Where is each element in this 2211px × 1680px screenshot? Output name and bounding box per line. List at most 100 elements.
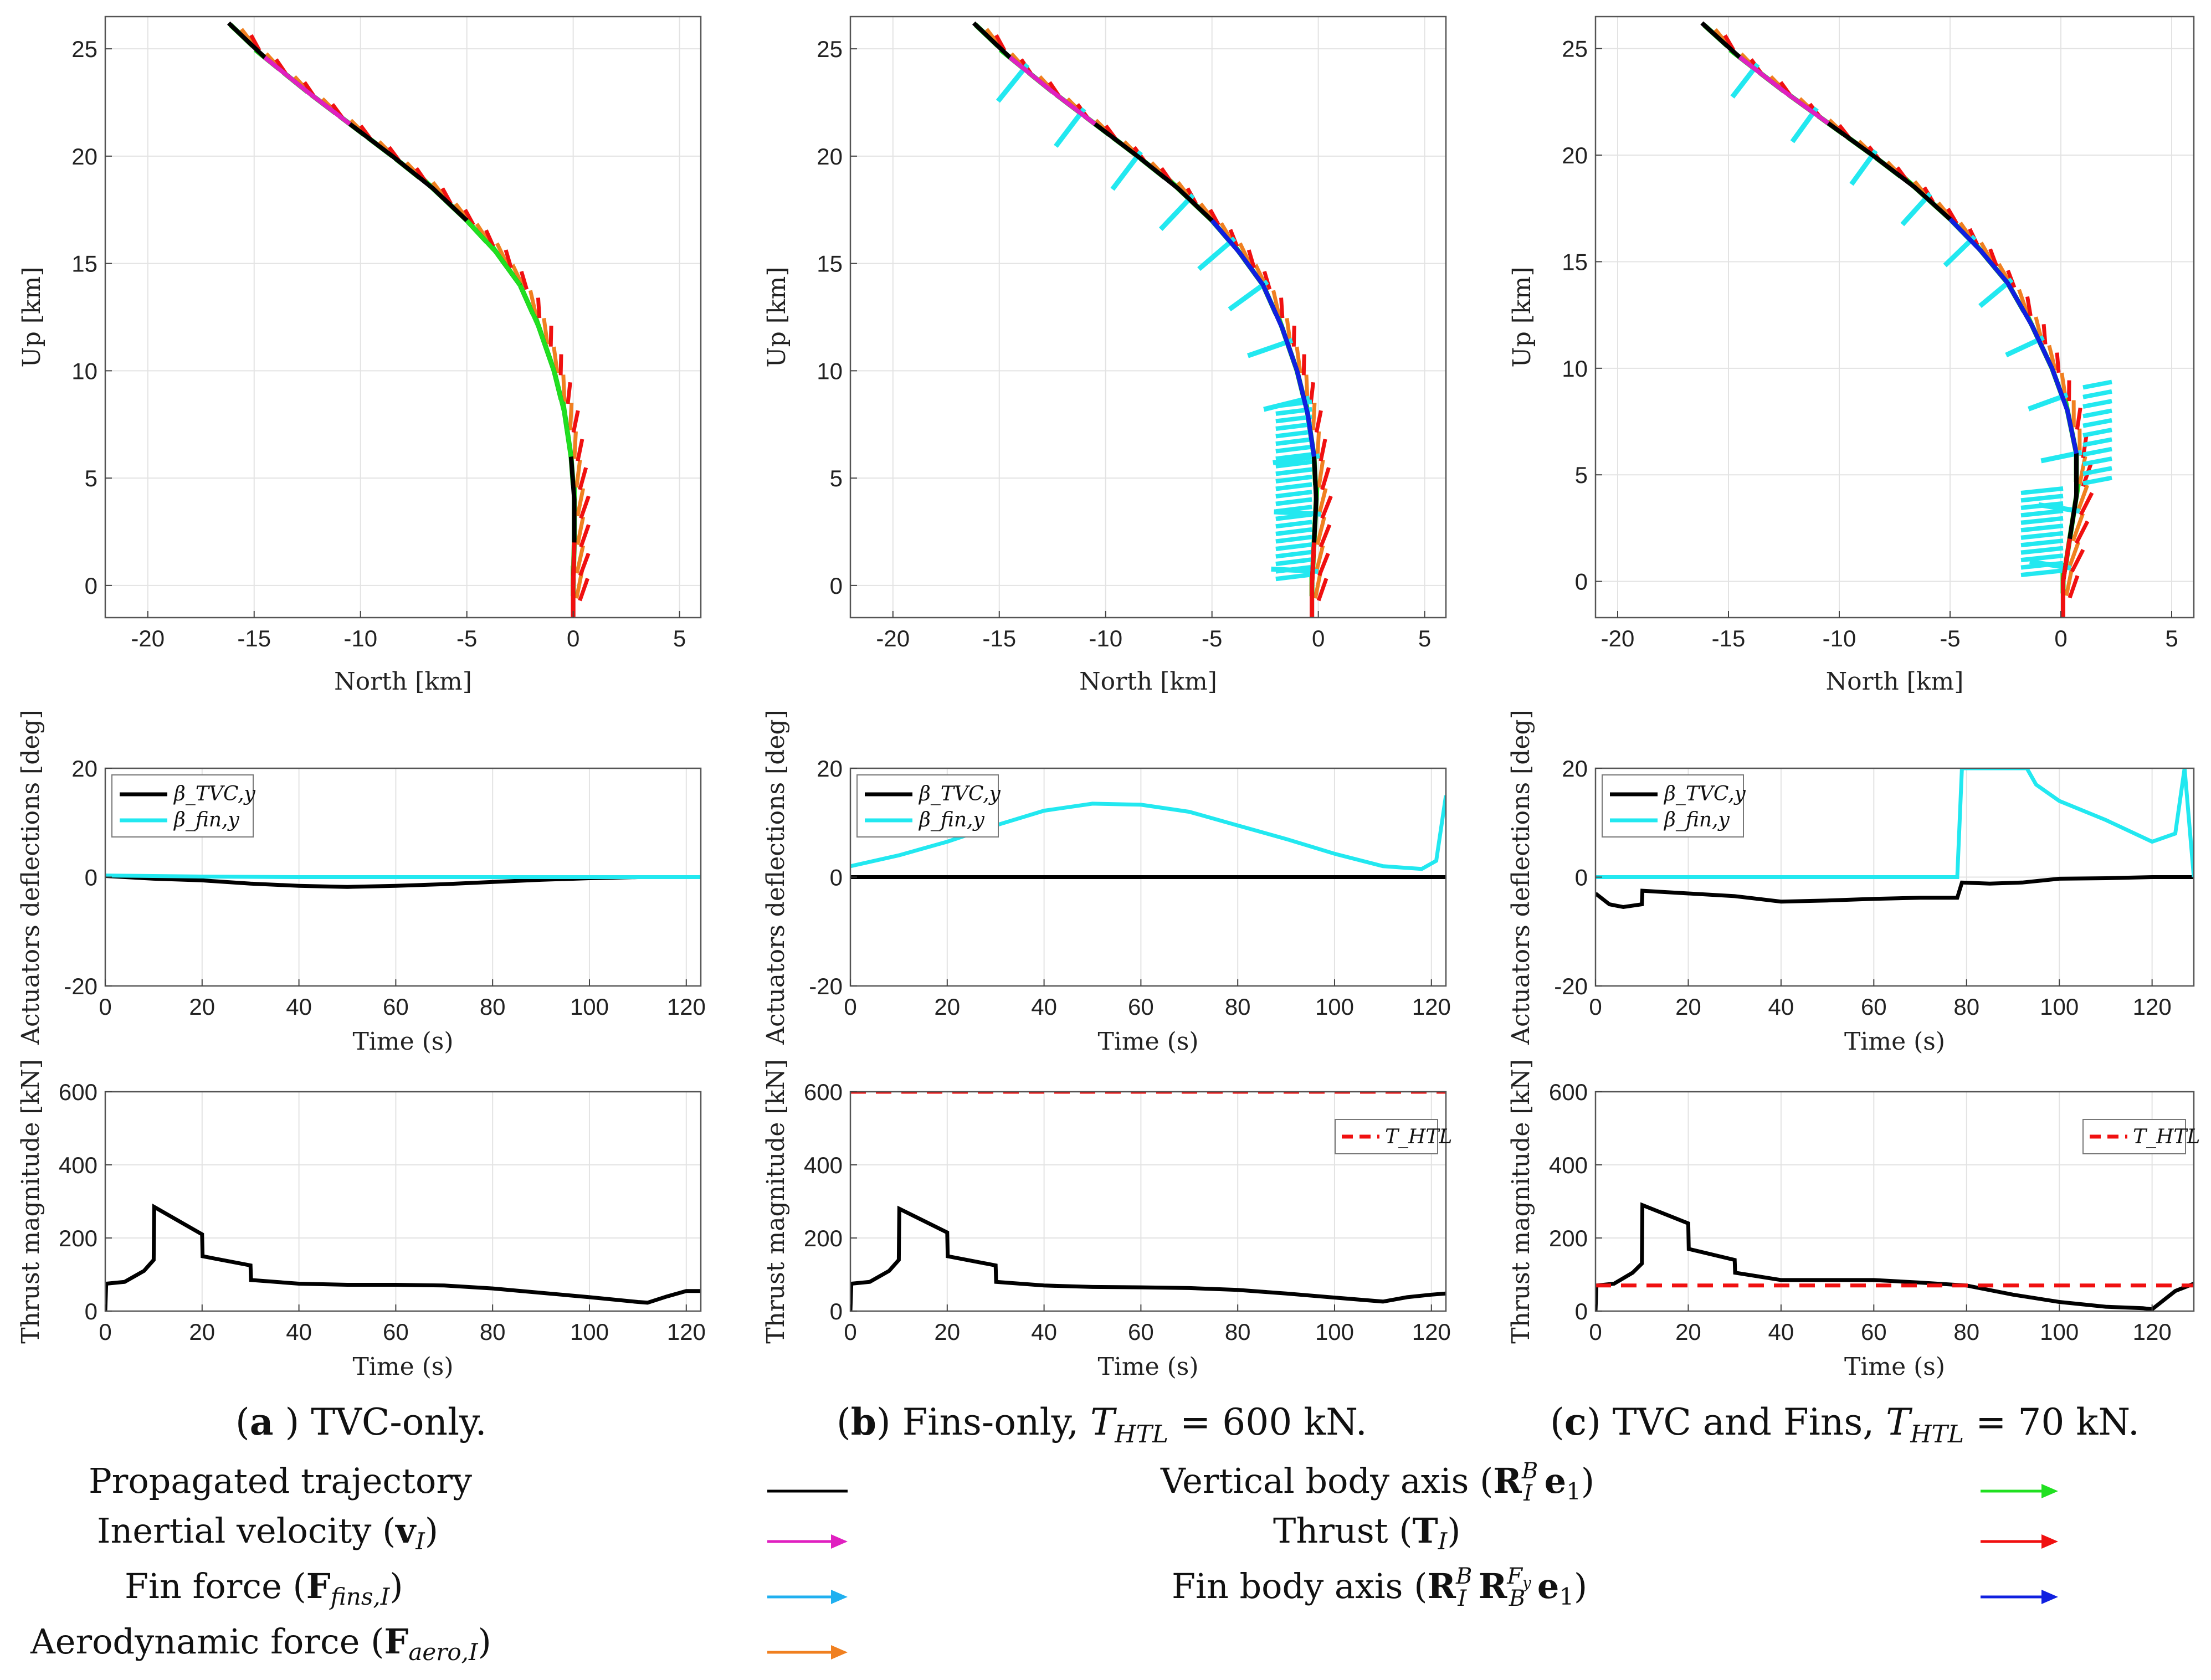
caption-b: (b) Fins-only, THTL = 600 kN. [837, 1400, 1367, 1448]
thrust-vector [484, 229, 495, 248]
x-tick-label: -10 [343, 625, 377, 651]
x-tick-label: 5 [673, 625, 686, 651]
series--fin-y [105, 874, 701, 879]
y-tick-label: 25 [817, 36, 843, 62]
axes-box [104, 16, 702, 619]
thrust-vector [576, 439, 584, 462]
fin-bar [1275, 452, 1312, 461]
x-tick-label: 120 [2133, 994, 2172, 1020]
y-axis-label: Thrust magnitude [kN] [17, 1059, 45, 1344]
thrust-vector [2074, 520, 2090, 544]
thrust-vector [504, 249, 513, 269]
y-tick-label: 0 [830, 573, 843, 599]
chart-thr_a: 0 20 40 60 80 100 120 0 200 400 600 Time (s) Thrust … [17, 1059, 706, 1381]
x-tick-label: 60 [1861, 994, 1887, 1020]
legend-vertical-axis-label: Vertical body axis (RB I e1) [1160, 1458, 1594, 1506]
x-tick-label: 100 [570, 1319, 609, 1345]
legend-vertical-axis-arrow-icon [1981, 1484, 2058, 1498]
y-tick-label: 0 [830, 865, 843, 891]
x-tick-label: 0 [1589, 1319, 1602, 1345]
aero-force-vector [1295, 346, 1302, 373]
thrust-vector [1320, 495, 1333, 520]
y-tick-label: 5 [830, 465, 843, 491]
y-axis-label: Up [km] [763, 267, 791, 368]
fin-force-vector [1054, 107, 1086, 148]
y-tick-label: 25 [1562, 36, 1588, 62]
y-tick-label: 400 [59, 1152, 98, 1178]
x-tick-label: 80 [1225, 994, 1251, 1020]
trajectory-segment [1948, 217, 2010, 285]
fin-bar [1275, 542, 1312, 551]
chart-traj_b: -20 -15 -10 -5 0 5 0 5 10 15 20 25 North [km] Up [km] [763, 16, 1447, 696]
y-axis-label: Actuators deflections [deg] [762, 710, 790, 1045]
fin-force-vector [1273, 453, 1320, 465]
fin-bar [1275, 444, 1312, 454]
y-tick-label: 10 [817, 358, 843, 384]
y-tick-label: 200 [804, 1225, 843, 1251]
x-axis-label: North [km] [1826, 667, 1964, 696]
aero-force-vector [2017, 289, 2029, 315]
thrust-vector [1246, 249, 1256, 269]
x-axis-label: North [km] [1079, 667, 1217, 696]
data-layer [850, 1092, 1446, 1311]
plot-area [1596, 17, 2194, 618]
trajectory-segment [1261, 284, 1316, 457]
x-tick-label: 100 [1315, 994, 1354, 1020]
aero-force-vector [528, 290, 538, 316]
thrust-vector [1314, 410, 1323, 433]
data-layer [105, 1203, 701, 1311]
x-tick-label: 0 [1589, 994, 1602, 1020]
fin-bar [2082, 437, 2112, 448]
x-tick-label: 80 [480, 1319, 506, 1345]
x-tick-label: 20 [189, 994, 215, 1020]
aero-force-vector [1271, 290, 1281, 316]
x-tick-label: -20 [876, 625, 910, 651]
y-tick-label: 20 [817, 756, 843, 782]
aero-force-vector [576, 516, 585, 546]
legend-velocity-arrow-icon [767, 1534, 848, 1549]
x-tick-label: 100 [570, 994, 609, 1020]
y-tick-label: 15 [1562, 249, 1588, 275]
y-axis-label: Up [km] [18, 267, 46, 368]
thrust-vector [578, 467, 588, 490]
y-tick-label: 15 [817, 251, 843, 277]
y-tick-label: 0 [830, 1298, 843, 1324]
thrust-vector [1946, 207, 1959, 225]
y-tick-label: 15 [71, 251, 98, 277]
x-tick-label: 60 [1128, 1319, 1154, 1345]
y-tick-label: -20 [1554, 973, 1588, 999]
x-axis-label: Time (s) [1097, 1353, 1198, 1381]
x-tick-label: 20 [934, 1319, 960, 1345]
fin-bar [2020, 561, 2064, 570]
legend-fin-force-arrow-icon [767, 1590, 848, 1604]
x-tick-label: 120 [2133, 1319, 2172, 1345]
data-layer [227, 21, 591, 618]
thrust-vector [2025, 296, 2033, 316]
legend-velocity-label: Inertial velocity (vI) [97, 1511, 438, 1555]
x-tick-label: -20 [1601, 625, 1635, 651]
x-tick-label: 40 [1031, 994, 1057, 1020]
fin-force-vector [1246, 338, 1294, 358]
x-tick-label: 120 [667, 1319, 706, 1345]
x-tick-label: 80 [480, 994, 506, 1020]
x-tick-label: 80 [1953, 994, 1979, 1020]
y-axis-label: Up [km] [1508, 267, 1536, 368]
fin-bar [2020, 516, 2064, 525]
thrust-vector [2055, 352, 2061, 373]
fin-bar [1275, 422, 1312, 431]
x-axis-label: Time (s) [1844, 1027, 1945, 1056]
trajectory-segment [2005, 281, 2079, 454]
thrust-vector [994, 34, 1007, 52]
x-tick-label: 60 [383, 1319, 409, 1345]
thrust-vector [2041, 324, 2048, 345]
x-tick-label: 20 [189, 1319, 215, 1345]
fin-bar [1275, 535, 1312, 544]
fin-bar [1275, 482, 1312, 491]
fin-bar [1275, 467, 1312, 476]
y-tick-label: 600 [1549, 1079, 1588, 1105]
fin-bar [1275, 505, 1312, 514]
